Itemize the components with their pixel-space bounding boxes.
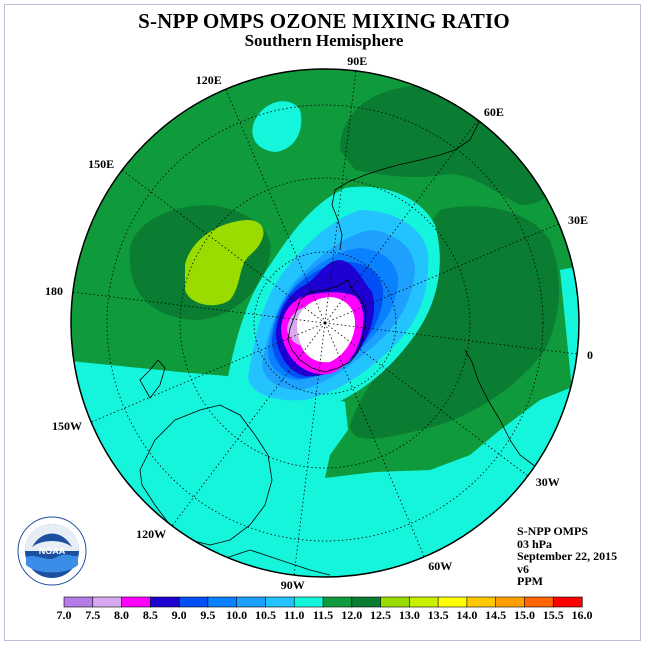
colorbar-swatch-0: [63, 596, 94, 608]
colorbar-label-14: 14.0: [456, 608, 477, 622]
south-pole-marker: [323, 321, 327, 325]
lon-label-1: 60W: [428, 559, 452, 573]
lon-label-6: 90E: [347, 54, 367, 68]
lat-circle-30s: [106, 104, 544, 542]
band-12-0-right: [350, 206, 560, 439]
info-instrument: S-NPP OMPS: [517, 524, 588, 538]
coast-new-zealand: [139, 359, 166, 399]
longitude-labels: 90W 60W 30W 0 30E 60E 90E 120E 150E 180 150W 120W: [45, 54, 593, 592]
colorbar-label-2: 8.0: [114, 608, 129, 622]
lon-label-2: 30W: [536, 475, 560, 489]
colorbar-label-16: 15.0: [514, 608, 535, 622]
noaa-logo-text: NOAA: [39, 546, 66, 556]
colorbar-label-8: 11.0: [284, 608, 304, 622]
colorbar-swatch-10: [351, 596, 382, 608]
info-version: v6: [517, 561, 529, 576]
lon-label-10: 150W: [52, 419, 82, 433]
lat-circle-70s: [253, 251, 397, 395]
lon-label-5: 60E: [484, 105, 504, 119]
colorbar-label-6: 10.0: [226, 608, 247, 622]
colorbar-swatch-11: [380, 596, 410, 608]
band-12-0-top: [340, 85, 552, 205]
band-11-0-right: [560, 265, 579, 420]
lon-label-9: 180: [45, 284, 63, 298]
band-11-0-upper: [252, 101, 302, 152]
info-block: S-NPP OMPS 03 hPa September 22, 2015 v6 …: [517, 525, 617, 588]
colorbar-swatch-7: [265, 596, 295, 608]
noaa-logo: NOAA: [17, 516, 87, 586]
lon-label-3: 0: [587, 348, 593, 362]
map-subtitle: Southern Hemisphere: [244, 31, 404, 50]
coast-indonesia: [219, 549, 331, 576]
colorbar-swatch-13: [437, 596, 468, 608]
colorbar-swatch-16: [524, 596, 554, 608]
colorbar-label-15: 14.5: [485, 608, 506, 622]
colorbar-swatch-4: [178, 596, 209, 608]
colorbar-label-10: 12.0: [341, 608, 362, 622]
colorbar-label-11: 12.5: [370, 608, 391, 622]
band-12-5: [185, 220, 264, 306]
colorbar-swatch-17: [552, 596, 583, 608]
info-level: 03 hPa: [517, 536, 553, 551]
colorbar-label-13: 13.5: [428, 608, 449, 622]
colorbar-swatch-14: [466, 596, 497, 608]
colorbar-swatch-3: [150, 596, 180, 608]
lon-label-11: 120W: [136, 527, 166, 541]
lat-circle-50s: [179, 177, 471, 469]
colorbar-label-18: 16.0: [572, 608, 593, 622]
coastlines: [139, 77, 579, 576]
colorbar-swatch-5: [207, 596, 238, 608]
lon-label-8: 150E: [88, 157, 114, 171]
colorbar-label-9: 11.5: [313, 608, 333, 622]
colorbar-swatch-1: [92, 596, 123, 608]
lon-label-7: 120E: [196, 73, 222, 87]
colorbar-label-3: 8.5: [143, 608, 158, 622]
lon-label-4: 30E: [568, 213, 588, 227]
colorbar-swatch-15: [495, 596, 526, 608]
colorbar-swatch-6: [236, 596, 267, 608]
info-units: PPM: [517, 574, 543, 588]
info-date: September 22, 2015: [517, 549, 618, 563]
graticule: [72, 70, 578, 576]
colorbar-swatch-9: [322, 596, 353, 608]
colorbar-label-7: 10.5: [255, 608, 276, 622]
colorbar-swatch-8: [293, 596, 324, 608]
map-boundary: [70, 68, 580, 578]
map-title: S-NPP OMPS OZONE MIXING RATIO: [138, 9, 510, 33]
coast-antarctica: [287, 279, 367, 373]
band-below-7: [296, 297, 356, 363]
colorbar-label-0: 7.0: [57, 608, 72, 622]
coast-south-america: [331, 77, 491, 251]
colorbar-label-4: 9.0: [172, 608, 187, 622]
outer-frame: [4, 4, 641, 641]
colorbar-label-1: 7.5: [85, 608, 100, 622]
colorbar-label-12: 13.0: [399, 608, 420, 622]
colorbar-swatch-12: [409, 596, 439, 608]
colorbar-label-17: 15.5: [543, 608, 564, 622]
colorbar-swatch-2: [121, 596, 151, 608]
lon-label-0: 90W: [281, 578, 305, 592]
colorbar: 7.0 7.5 8.0 8.5 9.0 9.5 10.0 10.5 11.0 11.5 12.0 12…: [57, 596, 593, 622]
colorbar-label-5: 9.5: [200, 608, 215, 622]
